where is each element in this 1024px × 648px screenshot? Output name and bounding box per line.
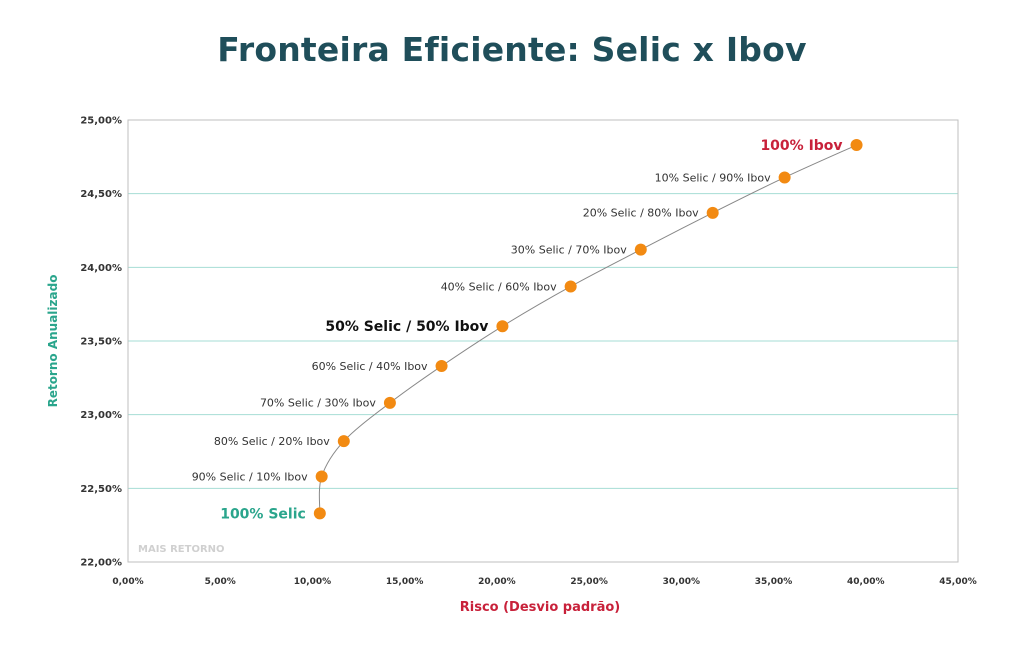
y-axis-title: Retorno Anualizado	[46, 275, 60, 408]
grid-layer	[128, 193, 958, 489]
x-axis-title: Risco (Desvio padrão)	[460, 600, 620, 615]
y-tick-label: 23,50%	[80, 337, 122, 348]
plot-area-border	[127, 119, 959, 563]
x-tick-label: 20,00%	[478, 577, 516, 587]
x-tick-label: 30,00%	[663, 577, 701, 587]
y-tick-label: 24,00%	[80, 263, 122, 274]
x-tick-label: 25,00%	[570, 577, 608, 587]
x-tick-label: 0,00%	[112, 577, 143, 587]
y-tick-label: 22,00%	[80, 558, 122, 569]
data-label: 20% Selic / 80% Ibov	[583, 207, 699, 220]
y-tick-label: 22,50%	[80, 484, 122, 495]
x-tick-label: 35,00%	[755, 577, 793, 587]
frontier-line	[318, 144, 857, 514]
data-point	[564, 280, 577, 293]
data-label: 40% Selic / 60% Ibov	[441, 280, 557, 293]
y-tick-label: 25,00%	[80, 116, 122, 127]
point-layer	[313, 139, 863, 520]
data-point	[337, 435, 350, 448]
x-tick-label: 40,00%	[847, 577, 885, 587]
data-label: 70% Selic / 30% Ibov	[260, 397, 376, 410]
x-tick-label: 45,00%	[939, 577, 977, 587]
watermark: MAIS RETORNO	[138, 544, 225, 555]
y-tick-label: 24,50%	[80, 189, 122, 200]
data-point	[315, 470, 328, 483]
x-tick-label: 10,00%	[294, 577, 332, 587]
chart-title: Fronteira Eficiente: Selic x Ibov	[217, 30, 807, 69]
data-label: 10% Selic / 90% Ibov	[655, 171, 771, 184]
data-label: 50% Selic / 50% Ibov	[325, 319, 488, 335]
tick-layer: 22,00% 22,50% 23,00% 23,50% 24,00% 24,50% 25,0…	[80, 116, 976, 588]
data-point	[383, 396, 396, 409]
data-label: 100% Ibov	[760, 138, 842, 154]
data-label: 80% Selic / 20% Ibov	[214, 435, 330, 448]
data-point	[435, 360, 448, 373]
data-point	[634, 243, 647, 256]
x-tick-label: 15,00%	[386, 577, 424, 587]
data-point	[313, 507, 326, 520]
data-point	[706, 206, 719, 219]
data-point	[778, 171, 791, 184]
data-label: 60% Selic / 40% Ibov	[312, 360, 428, 373]
label-layer: 100% Selic 90% Selic / 10% Ibov 80% Selic …	[192, 138, 843, 522]
data-label: 30% Selic / 70% Ibov	[511, 244, 627, 257]
x-tick-label: 5,00%	[205, 577, 236, 587]
y-tick-label: 23,00%	[80, 410, 122, 421]
data-point	[850, 139, 863, 152]
data-label: 100% Selic	[220, 506, 306, 522]
data-label: 90% Selic / 10% Ibov	[192, 470, 308, 483]
data-point	[496, 320, 509, 333]
